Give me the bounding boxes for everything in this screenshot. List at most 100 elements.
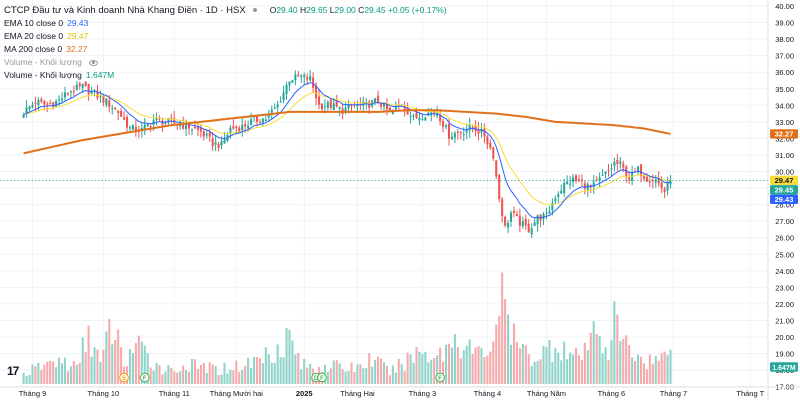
volume-bar xyxy=(205,372,208,384)
volume-bar xyxy=(300,369,303,384)
volume-bar xyxy=(362,368,365,384)
y-tick-label: 38.00 xyxy=(775,35,794,44)
event-marker[interactable] xyxy=(435,372,445,383)
candle-body xyxy=(244,123,247,127)
event-marker-letter: F xyxy=(320,376,324,382)
x-tick-label: Tháng Hai xyxy=(340,389,375,398)
candle-body xyxy=(300,75,303,77)
indicator-ema20[interactable]: EMA 20 close 0 29.47 xyxy=(4,30,447,43)
volume-bar xyxy=(273,362,276,384)
candle-body xyxy=(63,92,67,98)
volume-bar xyxy=(589,332,592,384)
price-label-text: 29.43 xyxy=(775,195,794,204)
volume-bar xyxy=(524,345,527,384)
volume-bar xyxy=(93,347,96,384)
volume-bar xyxy=(489,351,492,384)
candle-body xyxy=(247,125,250,129)
volume-bar xyxy=(406,352,409,384)
candle-body xyxy=(149,126,152,128)
indicator-volume[interactable]: Volume - Khối lượng 1.647M xyxy=(4,69,447,82)
event-marker[interactable] xyxy=(119,372,129,383)
y-tick-label: 37.00 xyxy=(775,52,794,61)
volume-bar xyxy=(554,348,557,384)
volume-bar xyxy=(412,362,415,384)
indicator-label: MA 200 close 0 xyxy=(4,44,63,54)
volume-bar xyxy=(49,360,52,384)
event-marker[interactable] xyxy=(317,372,327,383)
volume-bar xyxy=(368,353,371,384)
volume-bar xyxy=(40,370,43,384)
indicator-volume-hidden[interactable]: Volume - Khối lượng xyxy=(4,56,447,69)
candle-body xyxy=(388,107,391,112)
price-label-text: 32.27 xyxy=(775,130,794,139)
candle-body xyxy=(193,126,196,129)
indicator-ema10[interactable]: EMA 10 close 0 29.43 xyxy=(4,17,447,30)
candle-body xyxy=(442,120,445,127)
volume-bar xyxy=(170,367,173,384)
volume-bar xyxy=(542,345,545,384)
candle-body xyxy=(114,107,117,109)
y-tick-label: 39.00 xyxy=(775,19,794,28)
indicator-ma200[interactable]: MA 200 close 0 32.27 xyxy=(4,43,447,56)
y-tick-label: 22.00 xyxy=(775,300,794,309)
candle-body xyxy=(509,212,513,222)
candle-body xyxy=(471,126,474,128)
candle-body xyxy=(468,124,471,131)
volume-bar xyxy=(63,357,67,384)
volume-bar xyxy=(182,365,185,384)
candle-body xyxy=(279,101,282,103)
x-tick-label: Tháng 9 xyxy=(19,389,47,398)
volume-bar xyxy=(350,362,353,384)
indicator-label: EMA 10 close 0 xyxy=(4,18,64,28)
candle-body xyxy=(356,104,359,107)
volume-bar xyxy=(173,371,176,384)
volume-bar xyxy=(338,363,341,384)
volume-bar xyxy=(628,345,631,384)
candle-body xyxy=(87,84,90,95)
candle-body xyxy=(297,74,300,77)
volume-bar xyxy=(282,357,285,384)
candle-body xyxy=(639,164,643,177)
candle-body xyxy=(309,76,312,81)
candle-body xyxy=(96,90,99,99)
volume-bar xyxy=(96,349,99,384)
symbol-row[interactable]: CTCP Đầu tư và Kinh doanh Nhà Khang Điền… xyxy=(4,3,447,17)
volume-bar xyxy=(270,362,273,384)
candle-body xyxy=(518,215,521,226)
candle-body xyxy=(406,108,409,115)
event-marker-letter: S xyxy=(122,376,126,382)
x-tick-label: Tháng Năm xyxy=(527,389,566,398)
candle-body xyxy=(601,175,604,177)
volume-bar xyxy=(155,363,158,384)
volume-bar xyxy=(648,354,651,384)
candle-body xyxy=(267,113,270,118)
candle-body xyxy=(217,143,220,148)
candle-body xyxy=(58,99,61,101)
candle-body xyxy=(595,179,598,181)
volume-bar xyxy=(382,362,386,384)
eye-hidden-icon[interactable] xyxy=(88,59,98,66)
tradingview-logo[interactable]: 17 xyxy=(7,364,19,378)
event-marker[interactable] xyxy=(139,372,150,383)
volume-bar xyxy=(134,342,137,384)
candle-body xyxy=(25,107,28,113)
volume-label-text: 1.647M xyxy=(772,365,796,372)
volume-bar xyxy=(247,357,250,384)
volume-bar xyxy=(309,363,312,384)
price-label-text: 29.47 xyxy=(775,176,794,185)
candle-body xyxy=(666,182,669,191)
candle-body xyxy=(607,169,610,171)
candle-body xyxy=(131,125,134,130)
indicator-label: Volume - Khối lượng xyxy=(4,57,82,67)
volume-bar xyxy=(353,372,356,384)
ema10-line xyxy=(23,81,671,219)
candle-body xyxy=(625,166,628,177)
volume-bar xyxy=(46,361,49,384)
x-tick-label: Tháng Mười hai xyxy=(210,389,264,398)
candle-body xyxy=(173,118,176,124)
volume-bar xyxy=(539,359,542,384)
volume-bar xyxy=(551,362,554,384)
